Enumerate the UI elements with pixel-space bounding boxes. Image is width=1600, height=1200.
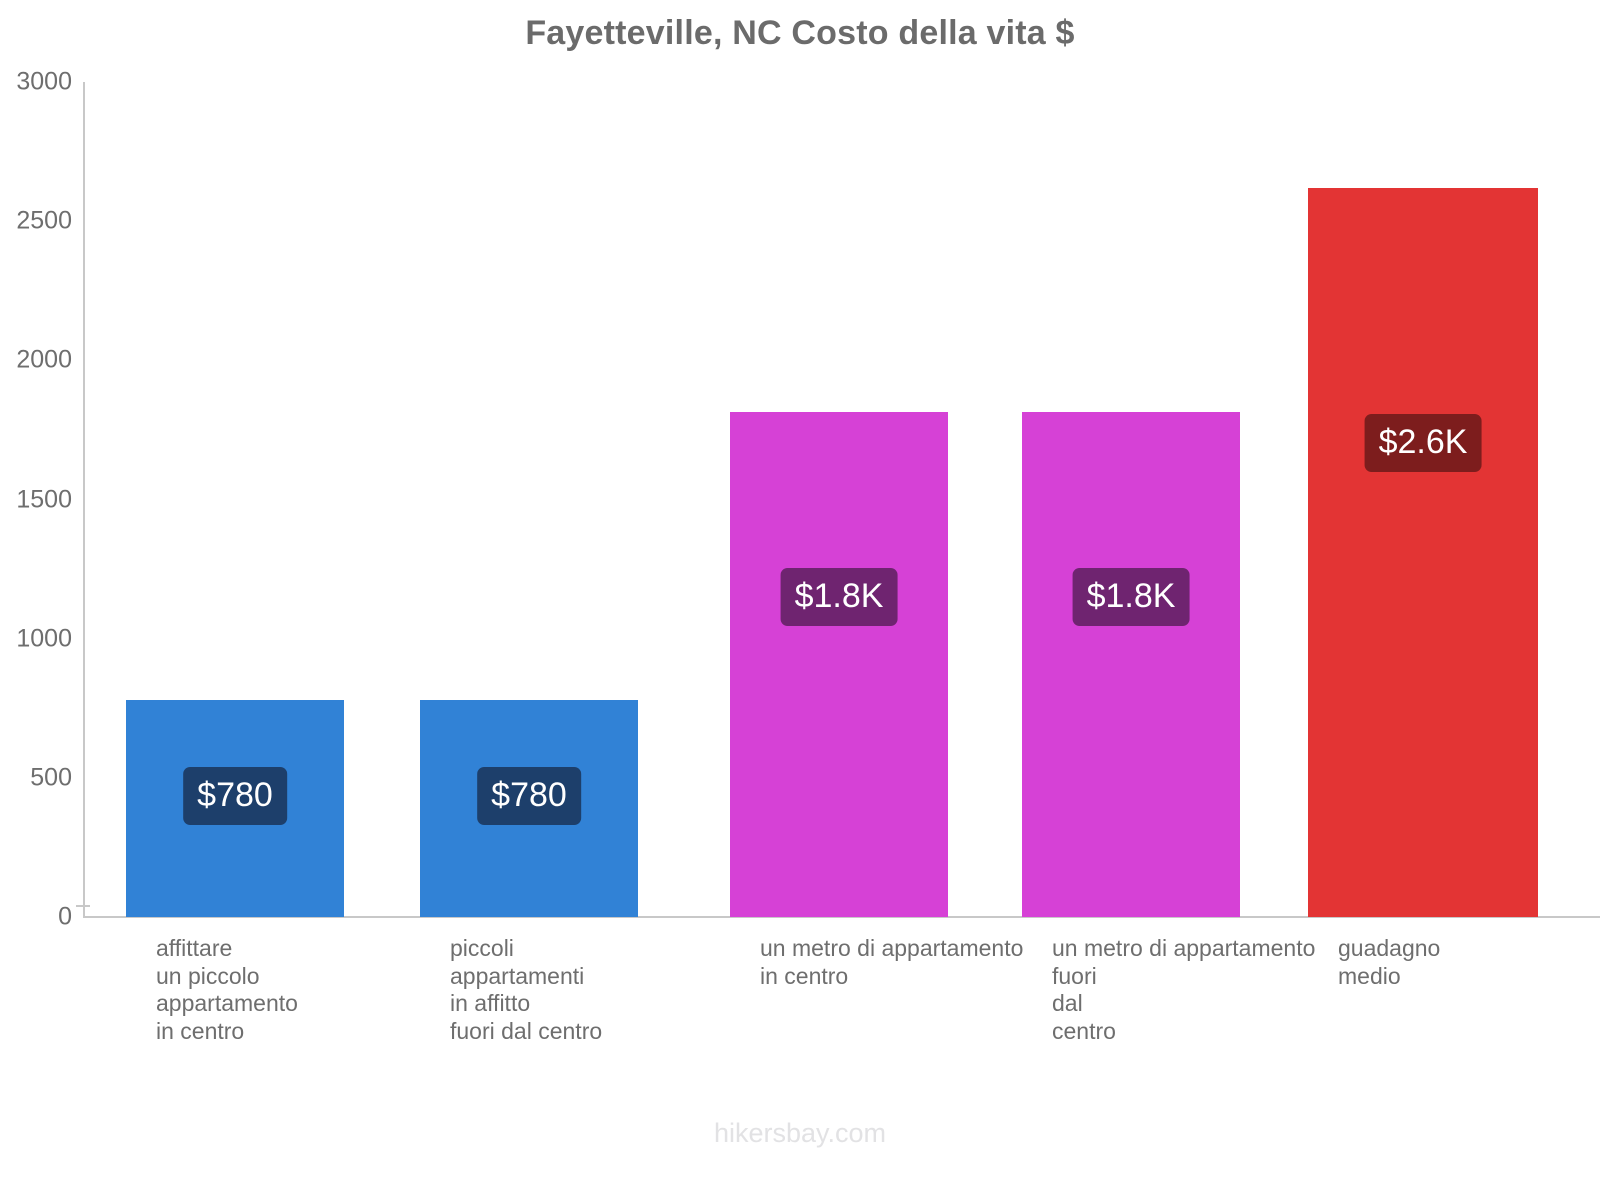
bar[interactable]: $1.8K bbox=[1022, 411, 1240, 917]
x-axis-category-label: affittare un piccolo appartamento in cen… bbox=[156, 935, 298, 1044]
bar-value-label: $780 bbox=[183, 767, 287, 826]
y-axis-tick-label: 500 bbox=[30, 763, 72, 792]
bar-value-label: $1.8K bbox=[1072, 568, 1190, 627]
y-axis-tick-label: 1500 bbox=[16, 485, 72, 513]
bar[interactable]: $1.8K bbox=[730, 411, 948, 917]
bar-value-label: $780 bbox=[477, 767, 581, 826]
x-axis-category-label: un metro di appartamento in centro bbox=[760, 935, 1024, 989]
y-axis-tick-label: 1000 bbox=[16, 624, 72, 653]
bar-value-label: $2.6K bbox=[1364, 413, 1482, 472]
x-axis-category-label: guadagno medio bbox=[1338, 935, 1441, 989]
x-axis-line bbox=[83, 916, 1600, 918]
y-axis-tick-label: 0 bbox=[58, 902, 72, 931]
y-axis-line bbox=[83, 82, 85, 917]
y-axis-tick-label: 2000 bbox=[16, 345, 72, 374]
bar[interactable]: $780 bbox=[420, 699, 638, 917]
footer-watermark: hikersbay.com bbox=[713, 1118, 887, 1148]
y-axis-tick-label: 3000 bbox=[16, 67, 72, 96]
y-axis-zero-tick bbox=[76, 905, 90, 907]
bar-value-label: $1.8K bbox=[780, 568, 898, 627]
bar[interactable]: $2.6K bbox=[1308, 187, 1538, 917]
x-axis-category-label: un metro di appartamento fuori dal centr… bbox=[1052, 935, 1316, 1044]
y-axis-tick-label: 2500 bbox=[16, 206, 72, 235]
x-axis-category-label: piccoli appartamenti in affitto fuori da… bbox=[450, 935, 603, 1044]
page-title: Fayetteville, NC Costo della vita $ bbox=[525, 14, 1075, 52]
bar[interactable]: $780 bbox=[126, 699, 344, 917]
